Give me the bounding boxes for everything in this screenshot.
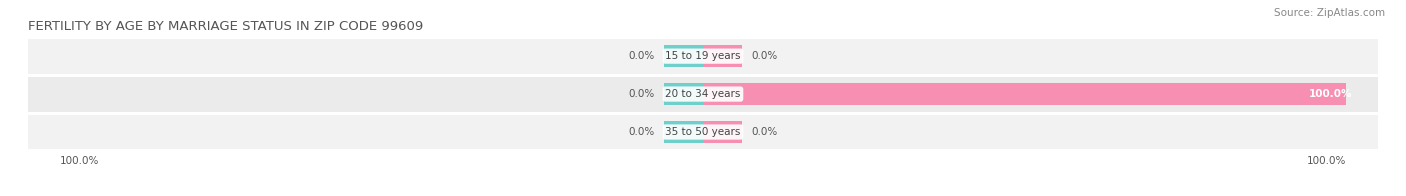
Bar <box>28 39 1378 74</box>
Text: 15 to 19 years: 15 to 19 years <box>665 51 741 61</box>
Text: FERTILITY BY AGE BY MARRIAGE STATUS IN ZIP CODE 99609: FERTILITY BY AGE BY MARRIAGE STATUS IN Z… <box>28 20 423 33</box>
Text: 100.0%: 100.0% <box>1306 156 1346 166</box>
Text: 100.0%: 100.0% <box>1309 89 1353 99</box>
Bar <box>665 83 703 105</box>
Bar <box>703 45 741 67</box>
Bar <box>28 115 1378 150</box>
Text: 0.0%: 0.0% <box>628 89 655 99</box>
Text: 0.0%: 0.0% <box>751 127 778 137</box>
Text: Source: ZipAtlas.com: Source: ZipAtlas.com <box>1274 8 1385 18</box>
Text: 35 to 50 years: 35 to 50 years <box>665 127 741 137</box>
Bar <box>665 45 703 67</box>
Bar <box>703 83 1346 105</box>
Text: 0.0%: 0.0% <box>628 51 655 61</box>
Text: 20 to 34 years: 20 to 34 years <box>665 89 741 99</box>
Text: 0.0%: 0.0% <box>628 127 655 137</box>
Bar <box>703 121 741 143</box>
Text: 0.0%: 0.0% <box>751 51 778 61</box>
Text: 100.0%: 100.0% <box>60 156 100 166</box>
Bar <box>28 77 1378 112</box>
Bar <box>665 121 703 143</box>
